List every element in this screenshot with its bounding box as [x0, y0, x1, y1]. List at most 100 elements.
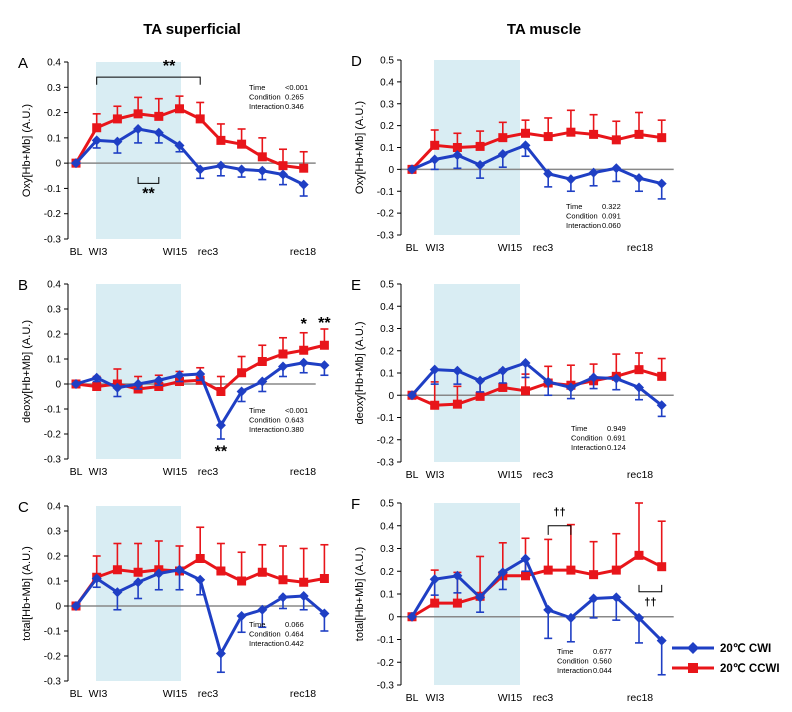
y-tick-label-B-3: 0: [55, 380, 61, 391]
point-A-0-5: [174, 140, 185, 151]
x-tick-label-B-2: WI15: [163, 466, 188, 478]
point-A-0-4: [153, 127, 164, 138]
point-F-0-11: [656, 635, 667, 646]
point-A-1-10: [278, 161, 288, 171]
legend-label-0: 20℃ CWI: [720, 642, 771, 655]
stat-value-E-2: 0.124: [607, 443, 626, 452]
x-tick-label-F-2: WI15: [498, 692, 523, 704]
point-D-0-8: [588, 167, 599, 178]
stat-label-D-0: Time: [566, 202, 582, 211]
point-A-0-10: [278, 169, 288, 180]
x-tick-label-E-4: rec18: [627, 469, 653, 481]
x-tick-label-D-1: WI3: [426, 242, 445, 254]
stat-value-F-1: 0.560: [593, 657, 612, 666]
x-tick-label-A-0: BL: [70, 246, 83, 258]
point-A-0-1: [91, 135, 102, 146]
x-tick-label-D-0: BL: [406, 242, 419, 254]
point-A-1-7: [216, 135, 226, 145]
point-E-1-11: [657, 371, 667, 381]
panels: -0.3 -0.2 -0.1 0 0.1 0.2 0.3 0.4 Oxy[Hb+Mb] (A.U…: [18, 53, 674, 704]
x-tick-label-D-3: rec3: [533, 242, 554, 254]
x-tick-label-A-4: rec18: [290, 246, 316, 258]
series-A-1: [71, 95, 309, 173]
point-F-1-10: [634, 550, 644, 560]
point-D-1-2: [452, 143, 462, 152]
bracket-A-1: [137, 177, 160, 184]
point-C-0-5: [174, 564, 185, 575]
stat-value-A-1: 0.265: [285, 93, 304, 102]
stat-label-B-2: Interaction: [249, 425, 284, 434]
point-E-0-8: [588, 372, 599, 383]
point-F-1-5: [521, 571, 530, 581]
point-E-1-3: [475, 391, 485, 401]
panel-letter-E: E: [351, 277, 361, 294]
bracket-F-0: [547, 525, 572, 535]
point-A-1-8: [237, 139, 247, 149]
x-tick-label-C-4: rec18: [290, 688, 316, 700]
legend: 20℃ CWI 20℃ CCWI: [672, 642, 780, 675]
stat-label-F-0: Time: [557, 647, 573, 656]
x-tick-label-C-1: WI3: [89, 688, 108, 700]
point-C-1-12: [319, 574, 329, 583]
point-B-0-6: [195, 369, 206, 379]
point-D-0-5: [520, 140, 531, 151]
stat-label-E-1: Condition: [571, 434, 603, 443]
stat-value-F-2: 0.044: [593, 666, 612, 675]
point-C-0-4: [153, 568, 164, 579]
stat-value-D-0: 0.322: [602, 202, 621, 211]
point-E-0-6: [543, 376, 554, 387]
annotation-F-0: ††: [553, 507, 565, 519]
point-E-0-10: [634, 382, 644, 393]
legend-marker-1: [688, 663, 698, 673]
point-A-0-9: [257, 165, 268, 176]
stat-value-B-1: 0.643: [285, 416, 304, 425]
x-tick-label-D-4: rec18: [627, 242, 653, 254]
y-tick-label-C-7: 0.4: [47, 502, 61, 513]
point-F-1-2: [452, 598, 462, 608]
point-B-0-2: [112, 382, 123, 393]
point-C-1-10: [278, 575, 288, 585]
shaded-interval-E: [434, 284, 520, 462]
y-tick-label-B-4: 0.1: [47, 355, 61, 366]
point-A-1-1: [92, 123, 102, 133]
x-tick-label-E-0: BL: [406, 469, 419, 481]
point-C-0-9: [257, 604, 268, 615]
point-F-0-7: [565, 612, 576, 623]
point-F-0-4: [497, 567, 508, 578]
y-axis-title-D: Oxy[Hb+Mb] (A.U.): [354, 101, 366, 194]
point-D-1-10: [634, 129, 644, 139]
point-B-1-9: [257, 357, 267, 366]
point-B-1-1: [92, 382, 102, 391]
series-F-0: [407, 553, 667, 676]
point-E-1-10: [634, 365, 644, 375]
point-D-1-1: [430, 140, 440, 150]
y-axis-title-B: deoxy[Hb+Mb] (A.U.): [21, 320, 33, 423]
stat-label-D-2: Interaction: [566, 221, 601, 230]
point-C-0-6: [195, 574, 206, 585]
point-B-0-3: [133, 379, 144, 389]
y-tick-label-F-6: 0.3: [380, 544, 394, 555]
stat-label-E-0: Time: [571, 424, 587, 433]
point-F-1-8: [589, 570, 599, 580]
y-tick-label-D-3: 0: [388, 165, 394, 176]
point-F-0-2: [452, 570, 463, 581]
point-D-0-4: [497, 149, 508, 160]
point-F-0-6: [543, 604, 554, 615]
stat-label-A-1: Condition: [249, 93, 281, 102]
y-tick-label-D-6: 0.3: [380, 99, 394, 110]
point-F-1-7: [566, 565, 576, 575]
point-A-0-3: [133, 124, 144, 135]
annotation-B-0: *: [301, 316, 308, 333]
y-tick-label-E-1: -0.2: [377, 435, 395, 446]
x-tick-label-E-3: rec3: [533, 469, 554, 481]
y-tick-label-A-5: 0.2: [47, 108, 61, 119]
stat-value-C-0: 0.066: [285, 620, 304, 629]
point-D-0-2: [452, 150, 463, 161]
point-C-1-7: [216, 566, 226, 576]
bracket-A-0: [96, 76, 201, 85]
y-tick-label-B-5: 0.2: [47, 330, 61, 341]
stat-value-D-1: 0.091: [602, 212, 621, 221]
x-tick-label-C-2: WI15: [163, 688, 188, 700]
y-axis-title-F: total[Hb+Mb] (A.U.): [354, 547, 366, 641]
